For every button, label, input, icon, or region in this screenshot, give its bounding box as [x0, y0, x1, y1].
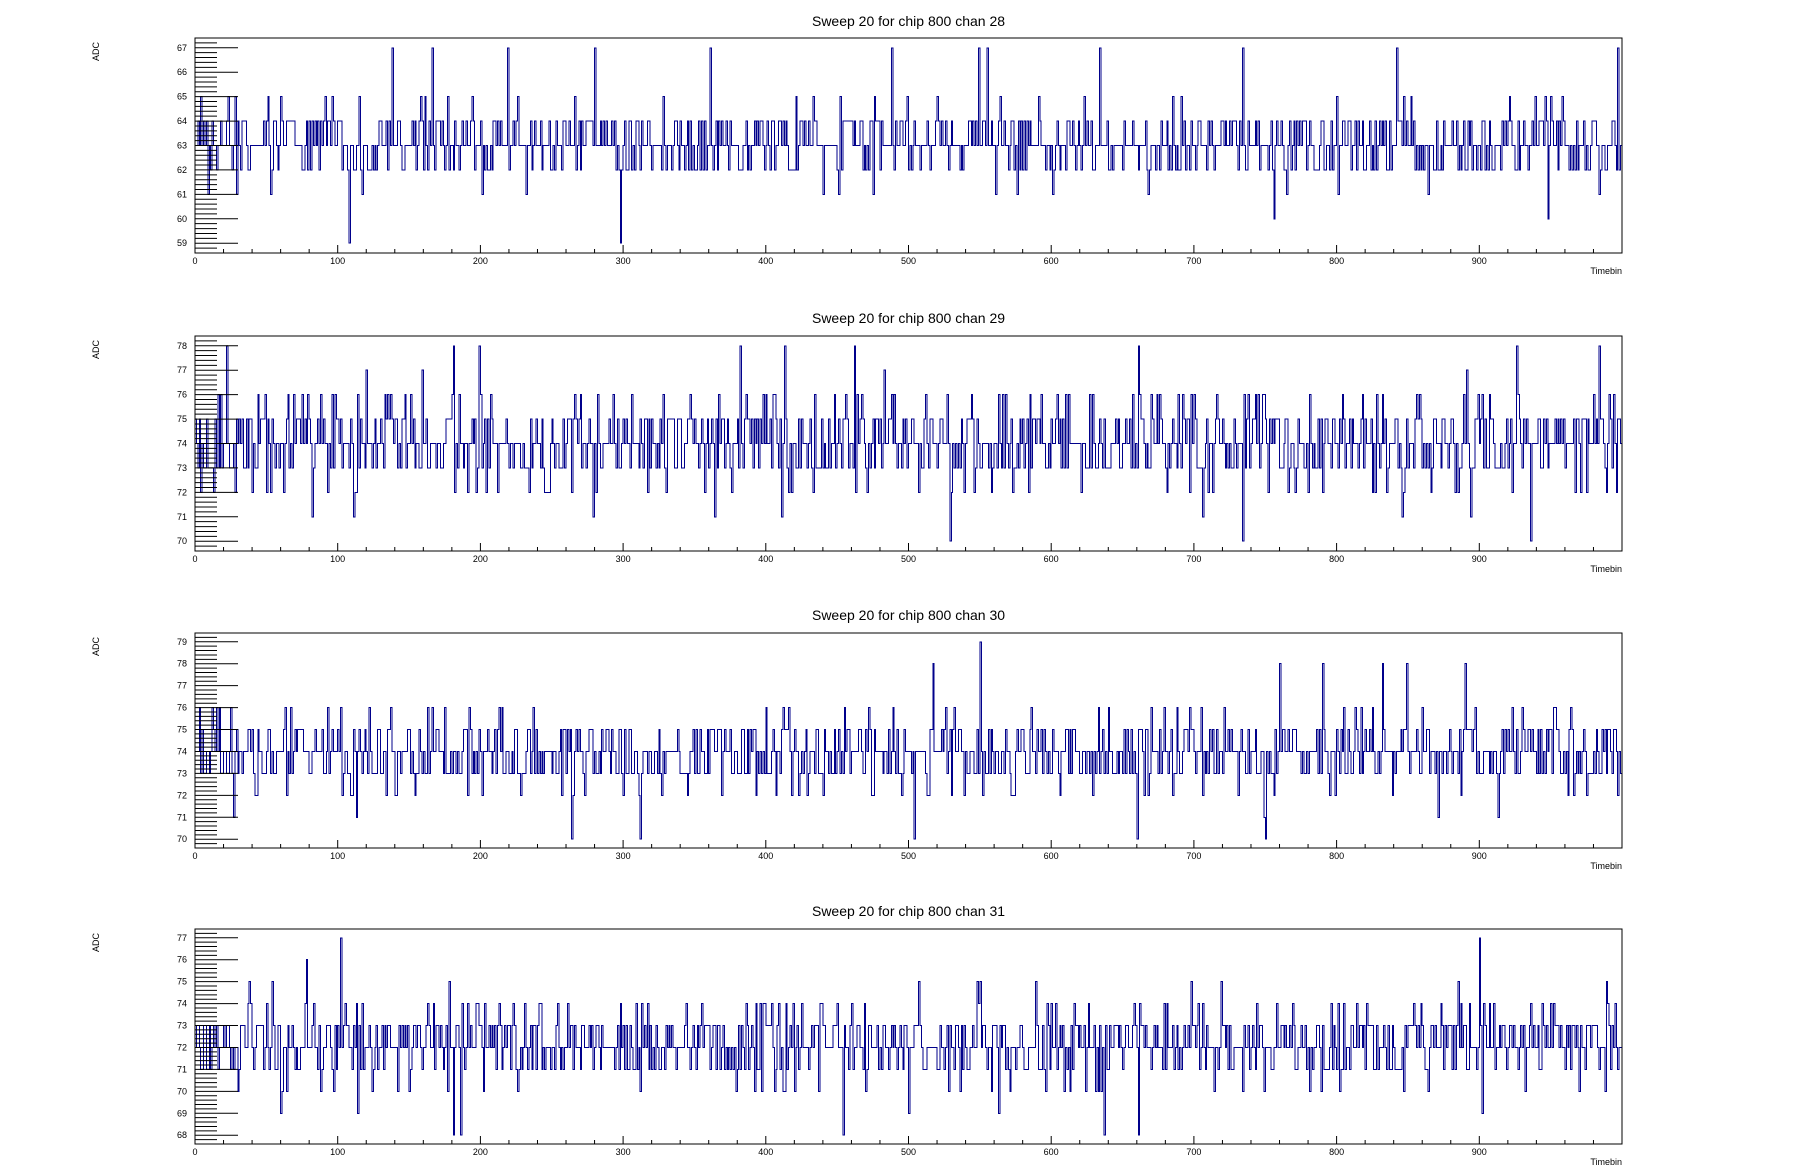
x-tick-label: 100: [330, 554, 345, 564]
y-tick-label: 59: [177, 238, 187, 248]
x-tick-label: 100: [330, 851, 345, 861]
x-tick-label: 700: [1186, 256, 1201, 266]
y-tick-label: 68: [177, 1130, 187, 1140]
y-tick-label: 73: [177, 463, 187, 473]
x-tick-label: 800: [1329, 1147, 1344, 1157]
x-tick-label: 900: [1472, 1147, 1487, 1157]
y-tick-label: 60: [177, 214, 187, 224]
x-tick-label: 700: [1186, 1147, 1201, 1157]
y-tick-label: 75: [177, 414, 187, 424]
x-tick-label: 0: [192, 851, 197, 861]
y-tick-label: 70: [177, 1086, 187, 1096]
chart-title: Sweep 20 for chip 800 chan 28: [812, 13, 1005, 29]
x-tick-label: 500: [901, 851, 916, 861]
x-tick-label: 600: [1044, 554, 1059, 564]
chart-panel-3: Sweep 20 for chip 800 chan 31 68 69 70 71 72 7…: [91, 903, 1623, 1167]
x-tick-label: 400: [758, 554, 773, 564]
x-tick-label: 800: [1329, 554, 1344, 564]
y-tick-label: 65: [177, 92, 187, 102]
chart-title: Sweep 20 for chip 800 chan 30: [812, 607, 1005, 623]
x-tick-label: 200: [473, 554, 488, 564]
x-tick-label: 800: [1329, 256, 1344, 266]
x-tick-label: 200: [473, 851, 488, 861]
y-tick-label: 67: [177, 43, 187, 53]
x-tick-label: 300: [616, 851, 631, 861]
x-tick-label: 0: [192, 256, 197, 266]
x-tick-label: 500: [901, 1147, 916, 1157]
x-tick-label: 100: [330, 1147, 345, 1157]
x-tick-label: 900: [1472, 554, 1487, 564]
x-tick-label: 400: [758, 851, 773, 861]
x-tick-label: 700: [1186, 554, 1201, 564]
y-tick-label: 72: [177, 487, 187, 497]
y-tick-label: 75: [177, 977, 187, 987]
y-axis-label: ADC: [91, 340, 101, 360]
series-line: [195, 345, 1622, 542]
y-tick-label: 73: [177, 768, 187, 778]
x-tick-label: 300: [616, 554, 631, 564]
y-tick-label: 78: [177, 341, 187, 351]
x-tick-label: 600: [1044, 1147, 1059, 1157]
y-tick-label: 62: [177, 165, 187, 175]
y-tick-label: 66: [177, 67, 187, 77]
y-axis-label: ADC: [91, 933, 101, 953]
series-line: [195, 47, 1622, 244]
x-axis-label: Timebin: [1590, 564, 1622, 574]
y-tick-label: 69: [177, 1108, 187, 1118]
x-axis-label: Timebin: [1590, 1157, 1622, 1167]
y-tick-label: 77: [177, 365, 187, 375]
y-tick-label: 77: [177, 681, 187, 691]
x-tick-label: 0: [192, 554, 197, 564]
x-tick-label: 500: [901, 256, 916, 266]
x-tick-label: 900: [1472, 851, 1487, 861]
x-tick-label: 0: [192, 1147, 197, 1157]
y-tick-label: 74: [177, 999, 187, 1009]
y-tick-label: 78: [177, 659, 187, 669]
x-tick-label: 200: [473, 256, 488, 266]
x-tick-label: 400: [758, 256, 773, 266]
x-tick-label: 300: [616, 1147, 631, 1157]
x-tick-label: 600: [1044, 851, 1059, 861]
chart-title: Sweep 20 for chip 800 chan 29: [812, 310, 1005, 326]
x-axis-label: Timebin: [1590, 266, 1622, 276]
y-tick-label: 70: [177, 834, 187, 844]
y-tick-label: 71: [177, 512, 187, 522]
y-tick-label: 61: [177, 189, 187, 199]
y-axis-label: ADC: [91, 637, 101, 657]
y-tick-label: 64: [177, 116, 187, 126]
x-axis-label: Timebin: [1590, 861, 1622, 871]
x-tick-label: 200: [473, 1147, 488, 1157]
series-line: [195, 641, 1622, 840]
y-tick-label: 74: [177, 439, 187, 449]
y-tick-label: 74: [177, 746, 187, 756]
y-tick-label: 72: [177, 790, 187, 800]
y-tick-label: 77: [177, 933, 187, 943]
y-tick-label: 76: [177, 955, 187, 965]
y-tick-label: 76: [177, 703, 187, 713]
y-tick-label: 73: [177, 1021, 187, 1031]
series-line: [195, 937, 1622, 1136]
x-tick-label: 400: [758, 1147, 773, 1157]
x-tick-label: 900: [1472, 256, 1487, 266]
y-tick-label: 75: [177, 725, 187, 735]
x-tick-label: 800: [1329, 851, 1344, 861]
y-tick-label: 79: [177, 637, 187, 647]
y-tick-label: 76: [177, 390, 187, 400]
y-tick-label: 71: [177, 1064, 187, 1074]
y-tick-label: 71: [177, 812, 187, 822]
y-tick-label: 63: [177, 141, 187, 151]
x-tick-label: 300: [616, 256, 631, 266]
chart-panel-1: Sweep 20 for chip 800 chan 29 70 71 72 73 74 7…: [91, 310, 1623, 574]
chart-panel-0: Sweep 20 for chip 800 chan 28 59 60 61 62 63 6…: [91, 13, 1623, 276]
x-tick-label: 100: [330, 256, 345, 266]
x-tick-label: 500: [901, 554, 916, 564]
y-tick-label: 70: [177, 536, 187, 546]
x-tick-label: 700: [1186, 851, 1201, 861]
y-tick-label: 72: [177, 1042, 187, 1052]
chart-panel-2: Sweep 20 for chip 800 chan 30 70 71 72 73 74 7…: [91, 607, 1623, 871]
chart-title: Sweep 20 for chip 800 chan 31: [812, 903, 1005, 919]
y-axis-label: ADC: [91, 42, 101, 62]
x-tick-label: 600: [1044, 256, 1059, 266]
